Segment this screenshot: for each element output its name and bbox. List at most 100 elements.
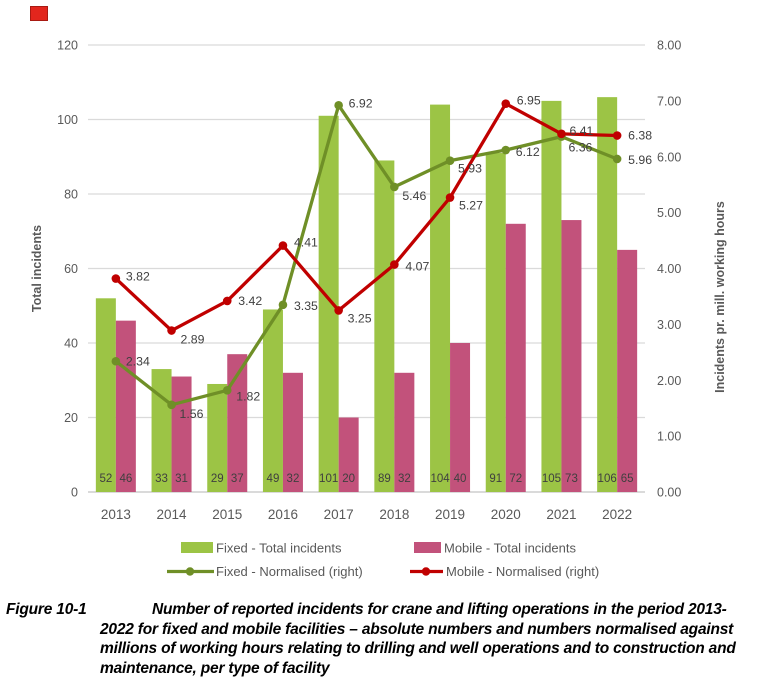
figure-caption: Figure 10-1 Number of reported incidents… <box>0 600 762 678</box>
bar-value-label: 89 <box>378 473 391 485</box>
legend-label-fixed-bar: Fixed - Total incidents <box>216 541 342 556</box>
point-value-label: 1.56 <box>180 407 204 421</box>
line-marker <box>445 193 455 202</box>
bar-fixed <box>485 153 506 492</box>
bar-value-label: 20 <box>342 473 355 485</box>
x-axis-label: 2019 <box>435 507 465 522</box>
figure-caption-label: Figure 10-1 <box>6 601 87 618</box>
point-value-label: 3.82 <box>126 270 150 284</box>
left-axis-title: Total incidents <box>30 225 44 312</box>
point-value-label: 2.89 <box>181 333 205 347</box>
line-marker <box>445 156 455 165</box>
bar-mobile <box>561 220 582 492</box>
bar-fixed <box>318 115 339 493</box>
point-value-label: 4.07 <box>405 260 429 274</box>
point-value-label: 6.38 <box>628 129 652 143</box>
bar-fixed <box>207 383 228 492</box>
left-axis-tick: 100 <box>57 113 78 127</box>
bar-value-label: 73 <box>565 473 578 485</box>
line-marker <box>111 274 121 283</box>
line-marker <box>111 356 121 366</box>
bar-value-label: 104 <box>430 473 450 485</box>
bar-mobile <box>450 343 471 492</box>
line-marker <box>278 300 288 310</box>
left-axis-tick: 120 <box>57 39 78 53</box>
bar-fixed <box>374 160 395 492</box>
point-value-label: 3.25 <box>348 311 372 325</box>
x-axis-label: 2022 <box>602 507 632 522</box>
bar-value-label: 49 <box>267 473 280 485</box>
x-axis-label: 2020 <box>491 507 521 522</box>
line-marker <box>612 154 622 164</box>
line-marker <box>501 99 511 108</box>
bar-value-label: 72 <box>509 473 522 485</box>
right-axis-tick: 7.00 <box>657 94 681 108</box>
line-marker <box>222 386 232 395</box>
figure-caption-text: Number of reported incidents for crane a… <box>100 601 736 677</box>
point-value-label: 5.46 <box>402 189 426 203</box>
left-axis-tick: 60 <box>64 262 78 276</box>
line-marker <box>612 131 622 140</box>
bar-mobile <box>115 320 136 492</box>
legend-label-mobile-line: Mobile - Normalised (right) <box>446 564 599 579</box>
bar-mobile <box>282 372 303 492</box>
bar-value-label: 32 <box>398 473 411 485</box>
bar-value-label: 31 <box>175 473 188 485</box>
right-axis-tick: 2.00 <box>657 374 681 388</box>
left-axis-tick: 40 <box>64 337 78 351</box>
bar-value-label: 46 <box>119 473 132 485</box>
point-value-label: 6.41 <box>569 124 593 138</box>
bar-mobile <box>617 249 638 492</box>
legend-swatch-mobile-bar <box>414 542 441 553</box>
line-marker <box>167 326 176 335</box>
legend-label-fixed-line: Fixed - Normalised (right) <box>216 564 363 579</box>
bar-fixed <box>262 309 283 492</box>
right-axis-tick: 5.00 <box>657 206 681 220</box>
x-axis-label: 2014 <box>157 507 188 522</box>
right-axis-tick: 0.00 <box>657 486 681 500</box>
line-marker <box>222 296 232 306</box>
combo-chart: 0 20 40 60 80 100 120 0.00 1.00 2.00 3.00 4.00 5.00 6… <box>30 39 727 580</box>
bar-value-label: 106 <box>598 473 617 485</box>
line-marker <box>501 145 511 155</box>
legend-marker-mobile <box>421 567 431 576</box>
bar-value-label: 32 <box>287 473 300 485</box>
left-axis-tick: 0 <box>71 486 78 500</box>
bar-mobile <box>338 417 359 492</box>
bar-value-label: 105 <box>542 473 561 485</box>
x-axis-label: 2013 <box>101 507 131 522</box>
right-axis-tick: 6.00 <box>657 150 681 164</box>
bar-fixed <box>95 298 116 492</box>
bar-value-label: 40 <box>454 473 467 485</box>
point-value-label: 6.36 <box>568 141 592 155</box>
bar-value-label: 37 <box>231 473 244 485</box>
bar-value-label: 65 <box>621 473 634 485</box>
x-axis-label: 2021 <box>546 507 576 522</box>
bar-value-label: 33 <box>155 473 168 485</box>
bar-mobile <box>227 354 248 492</box>
bar-value-label: 91 <box>489 473 502 485</box>
x-axis-label: 2017 <box>324 507 354 522</box>
point-value-label: 5.27 <box>459 199 483 213</box>
bar-value-label: 101 <box>319 473 338 485</box>
right-axis-tick: 1.00 <box>657 430 681 444</box>
point-value-label: 5.96 <box>628 153 652 167</box>
right-axis-tick: 4.00 <box>657 262 681 276</box>
point-value-label: 6.92 <box>349 96 373 110</box>
line-marker <box>390 182 399 192</box>
point-value-label: 5.93 <box>458 162 482 176</box>
bar-fixed <box>597 97 618 493</box>
left-axis-tick: 20 <box>64 411 78 425</box>
x-axis-label: 2016 <box>268 507 298 522</box>
legend-marker-fixed <box>185 567 195 576</box>
chart-svg: 0 20 40 60 80 100 120 0.00 1.00 2.00 3.00 4.00 5.00 6… <box>30 39 727 580</box>
bar-mobile <box>171 376 192 492</box>
x-axis-label: 2018 <box>379 507 409 522</box>
line-marker <box>390 260 399 269</box>
point-value-label: 6.95 <box>517 94 541 108</box>
right-axis-tick: 3.00 <box>657 318 681 332</box>
bar-mobile <box>394 372 415 492</box>
point-value-label: 4.41 <box>294 236 318 250</box>
legend-swatch-fixed-bar <box>181 542 213 553</box>
